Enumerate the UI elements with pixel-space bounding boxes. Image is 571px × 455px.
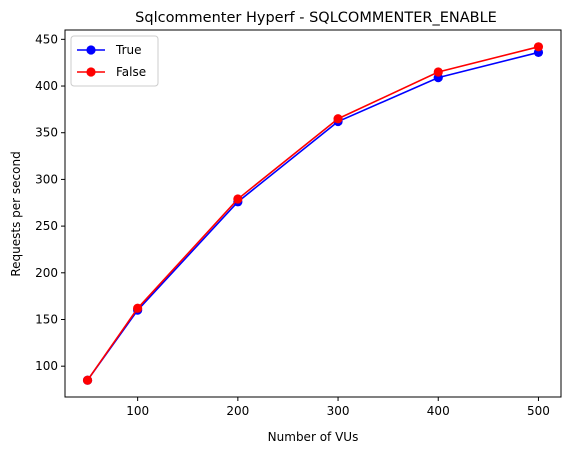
- chart-title: Sqlcommenter Hyperf - SQLCOMMENTER_ENABL…: [135, 10, 497, 26]
- y-tick-label: 100: [35, 359, 58, 373]
- data-point-false: [133, 303, 143, 313]
- legend-label-false: False: [116, 65, 146, 79]
- y-axis-label: Requests per second: [9, 151, 23, 276]
- data-point-false: [333, 114, 343, 124]
- plot-series: [82, 42, 544, 385]
- x-axis-label: Number of VUs: [268, 430, 359, 444]
- legend-label-true: True: [115, 43, 142, 57]
- legend: True False: [70, 35, 159, 87]
- data-point-false: [433, 67, 443, 77]
- plot-frame: [64, 29, 562, 398]
- data-point-false: [82, 375, 93, 385]
- data-point-false: [533, 42, 544, 52]
- y-tick-label: 400: [35, 79, 58, 93]
- data-point-false: [233, 194, 243, 204]
- y-tick-label: 450: [35, 32, 58, 46]
- y-tick-label: 250: [35, 219, 58, 233]
- x-tick-label: 200: [226, 404, 249, 418]
- x-tick-label: 100: [126, 404, 149, 418]
- y-axis: 100 150 200 250 300 350 400 450: [35, 32, 65, 373]
- y-tick-label: 300: [35, 172, 58, 186]
- x-tick-label: 400: [427, 404, 450, 418]
- series-line-true: [86, 51, 539, 381]
- y-tick-label: 150: [35, 312, 58, 326]
- x-tick-label: 500: [527, 404, 550, 418]
- x-tick-label: 300: [327, 404, 350, 418]
- legend-marker-true: [86, 45, 96, 55]
- series-line-false: [86, 46, 539, 381]
- x-axis: 100 200 300 400 500: [126, 397, 550, 418]
- y-tick-label: 350: [35, 126, 58, 140]
- legend-marker-false: [86, 67, 96, 77]
- y-tick-label: 200: [35, 266, 58, 280]
